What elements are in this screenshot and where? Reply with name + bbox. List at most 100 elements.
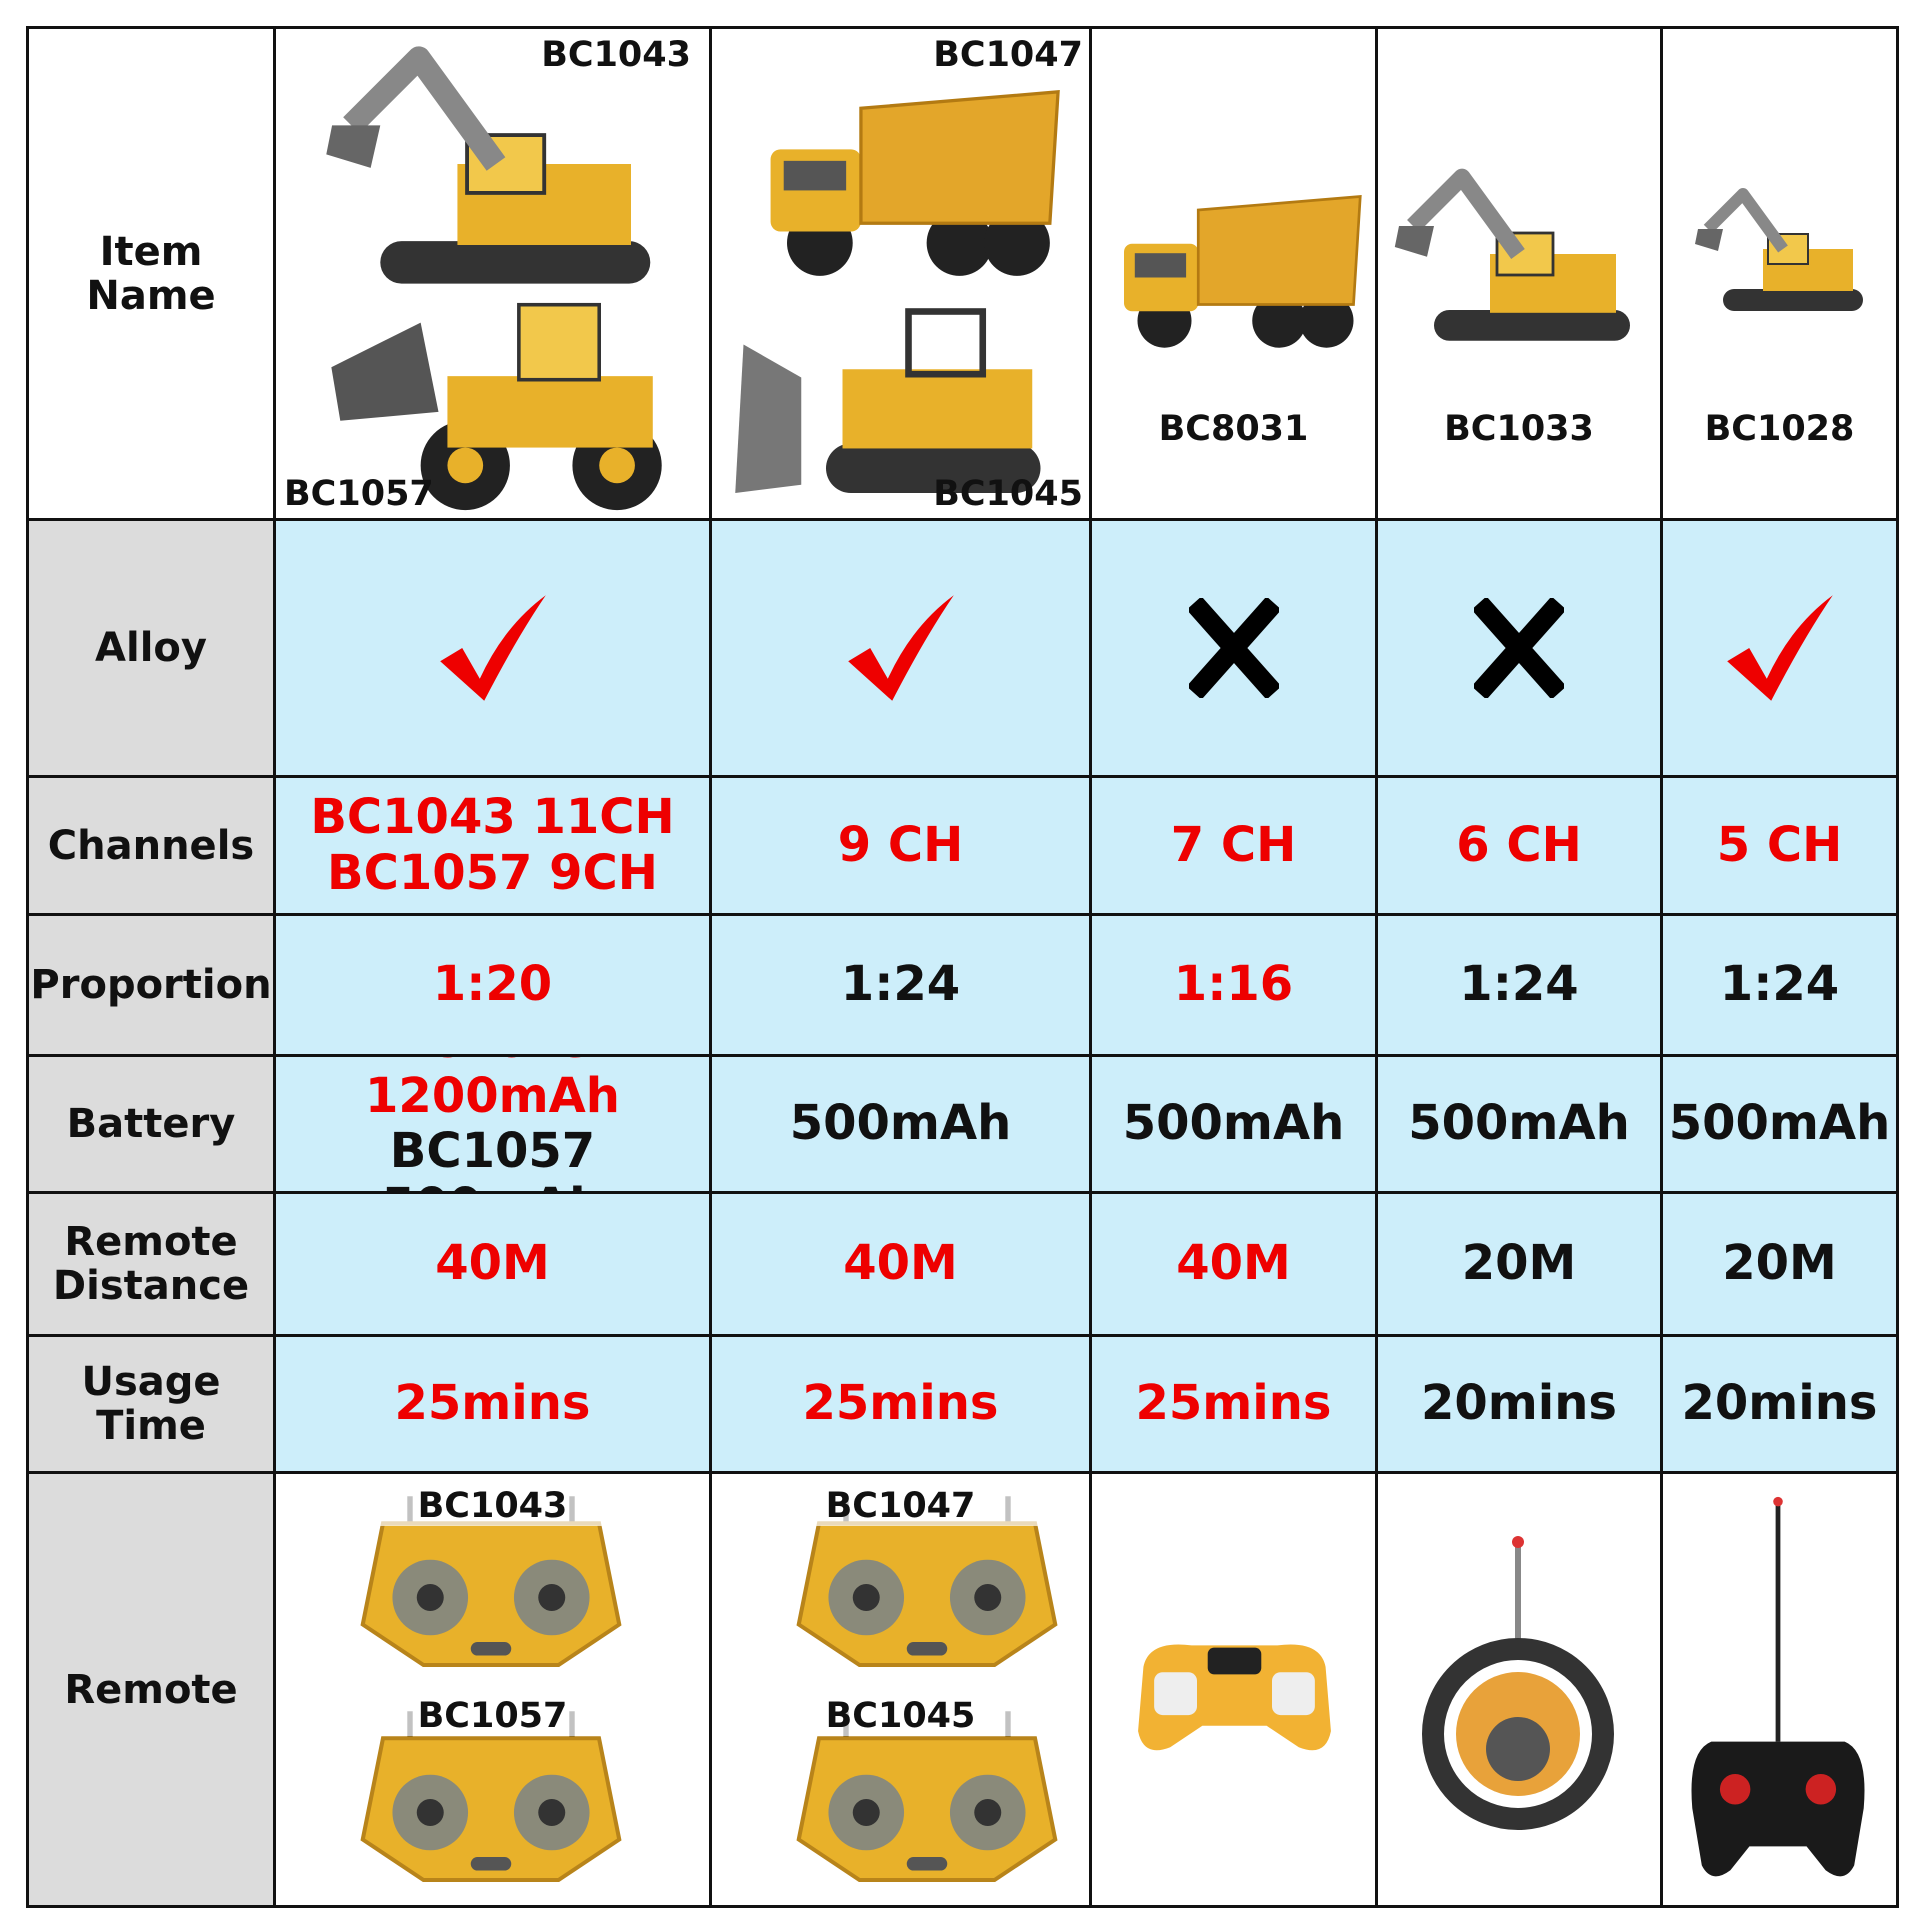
product-name: BC1057 [284,474,434,514]
value-cell-remote-distance: 40M [276,1194,709,1334]
value-text: 7 CH [1170,816,1297,873]
row-label-proportion: Proportion [29,916,273,1054]
value-cell-channels: 9 CH [712,778,1089,913]
product-name: BC8031 [1158,409,1309,449]
value-lines: 40M [435,1236,550,1291]
vehicle-image-excavator [1683,109,1883,389]
value-cell-battery: 500mAh [1092,1057,1375,1191]
x-icon [1092,521,1375,775]
product-header-cell: BC1028 [1663,29,1896,518]
row-label-alloy: Alloy [29,521,273,775]
value-text: 1:16 [1173,956,1294,1013]
value-text: 1:24 [840,956,961,1013]
value-text: 1:24 [1719,956,1840,1013]
value-lines: 500mAh [1408,1096,1630,1151]
value-text: 25mins [394,1375,591,1432]
remote-model-label: BC1047 [712,1486,1089,1526]
product-name: BC1033 [1444,409,1594,449]
value-lines: 1:16 [1174,957,1293,1012]
remote-image-cell: BC1047 BC1045 [712,1474,1089,1905]
value-cell-channels: 5 CH [1663,778,1896,913]
check-icon [1663,521,1896,775]
value-cell-usage-time: 25mins [712,1337,1089,1471]
value-lines: 20mins [1421,1376,1617,1431]
remote-controller-image [792,1484,1062,1684]
value-text: 20M [1461,1235,1577,1292]
value-text: 1:24 [1459,956,1579,1013]
value-cell-channels: BC1043 11CH BC1057 9CH [276,778,709,913]
value-lines: 40M [843,1236,958,1291]
value-lines: 5 CH [1716,816,1843,873]
row-label-battery: Battery [29,1057,273,1191]
value-lines: 25mins [1135,1376,1331,1431]
value-text: BC1057 500mAh [382,1123,604,1191]
value-lines: 20M [1722,1236,1837,1291]
remote-model-label: BC1057 [276,1696,709,1736]
value-cell-proportion: 1:24 [1663,916,1896,1054]
value-text: BC1043 1200mAh [365,1057,620,1124]
value-text: 500mAh [1408,1095,1630,1152]
value-cell-battery: 500mAh [712,1057,1089,1191]
value-cell-remote-distance: 40M [1092,1194,1375,1334]
row-label-channels: Channels [29,778,273,913]
remote-model-label: BC1045 [712,1696,1089,1736]
value-text: 6 CH [1456,816,1582,873]
value-lines: 20M [1462,1236,1577,1291]
value-cell-channels: 7 CH [1092,778,1375,913]
value-text: 20mins [1420,1375,1617,1432]
value-cell-remote-distance: 40M [712,1194,1089,1334]
value-cell-usage-time: 25mins [1092,1337,1375,1471]
value-lines: 1:20 [433,957,552,1012]
value-cell-proportion: 1:24 [712,916,1089,1054]
value-cell-channels: 6 CH [1378,778,1660,913]
row-label-remote: Remote [29,1474,273,1905]
row-label-usage-time: Usage Time [29,1337,273,1471]
vehicle-image-excavator [301,29,691,299]
value-text: 5 CH [1716,816,1843,873]
value-lines: 20mins [1681,1376,1877,1431]
remote-controller-image [356,1699,626,1899]
value-lines: 1:24 [1720,957,1839,1012]
value-text: 500mAh [1668,1095,1891,1152]
product-header-cell: BC1047 BC1045 [712,29,1089,518]
vehicle-image-excavator [1378,119,1658,389]
vehicle-image-dump-truck [1097,149,1367,379]
product-header-cell: BC8031 [1092,29,1375,518]
check-icon [276,521,709,775]
value-text: 500mAh [789,1095,1012,1152]
value-lines: 7 CH [1170,816,1297,873]
row-label-item-name: Item Name [29,29,273,518]
value-text: BC1057 9CH [327,844,658,901]
value-text: 40M [435,1235,550,1292]
value-lines: BC1043 11CH BC1057 9CH [310,790,674,901]
remote-image-cell: BC1043 BC1057 [276,1474,709,1905]
value-text: 40M [843,1235,958,1292]
product-name: BC1043 [541,35,691,75]
value-cell-battery: 500mAh [1378,1057,1660,1191]
value-text: 20mins [1681,1375,1878,1432]
remote-controller-image [356,1484,626,1684]
value-cell-usage-time: 25mins [276,1337,709,1471]
remote-controller-image [1678,1494,1878,1894]
value-text: 1:20 [432,956,553,1013]
value-lines: 500mAh [1123,1096,1345,1151]
value-cell-battery: 500mAh [1663,1057,1896,1191]
value-text: 20M [1722,1235,1837,1292]
value-text: 40M [1176,1235,1291,1292]
product-name: BC1047 [933,35,1083,75]
remote-image-cell [1378,1474,1660,1905]
value-cell-usage-time: 20mins [1663,1337,1896,1471]
remote-model-label: BC1043 [276,1486,709,1526]
value-lines: 25mins [394,1376,590,1431]
value-lines: 25mins [802,1376,998,1431]
remote-image-cell [1092,1474,1375,1905]
value-cell-proportion: 1:16 [1092,916,1375,1054]
product-name: BC1045 [933,474,1083,514]
vehicle-image-dump-truck [717,59,1087,289]
value-lines: 40M [1176,1236,1291,1291]
value-cell-proportion: 1:24 [1378,916,1660,1054]
value-cell-remote-distance: 20M [1378,1194,1660,1334]
remote-controller-image [792,1699,1062,1899]
